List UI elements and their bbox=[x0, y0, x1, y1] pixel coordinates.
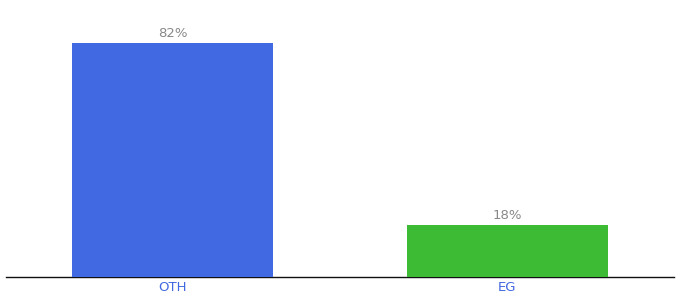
Text: 82%: 82% bbox=[158, 27, 188, 40]
Bar bbox=[73, 43, 273, 277]
Text: 18%: 18% bbox=[492, 209, 522, 222]
Bar bbox=[407, 225, 607, 277]
